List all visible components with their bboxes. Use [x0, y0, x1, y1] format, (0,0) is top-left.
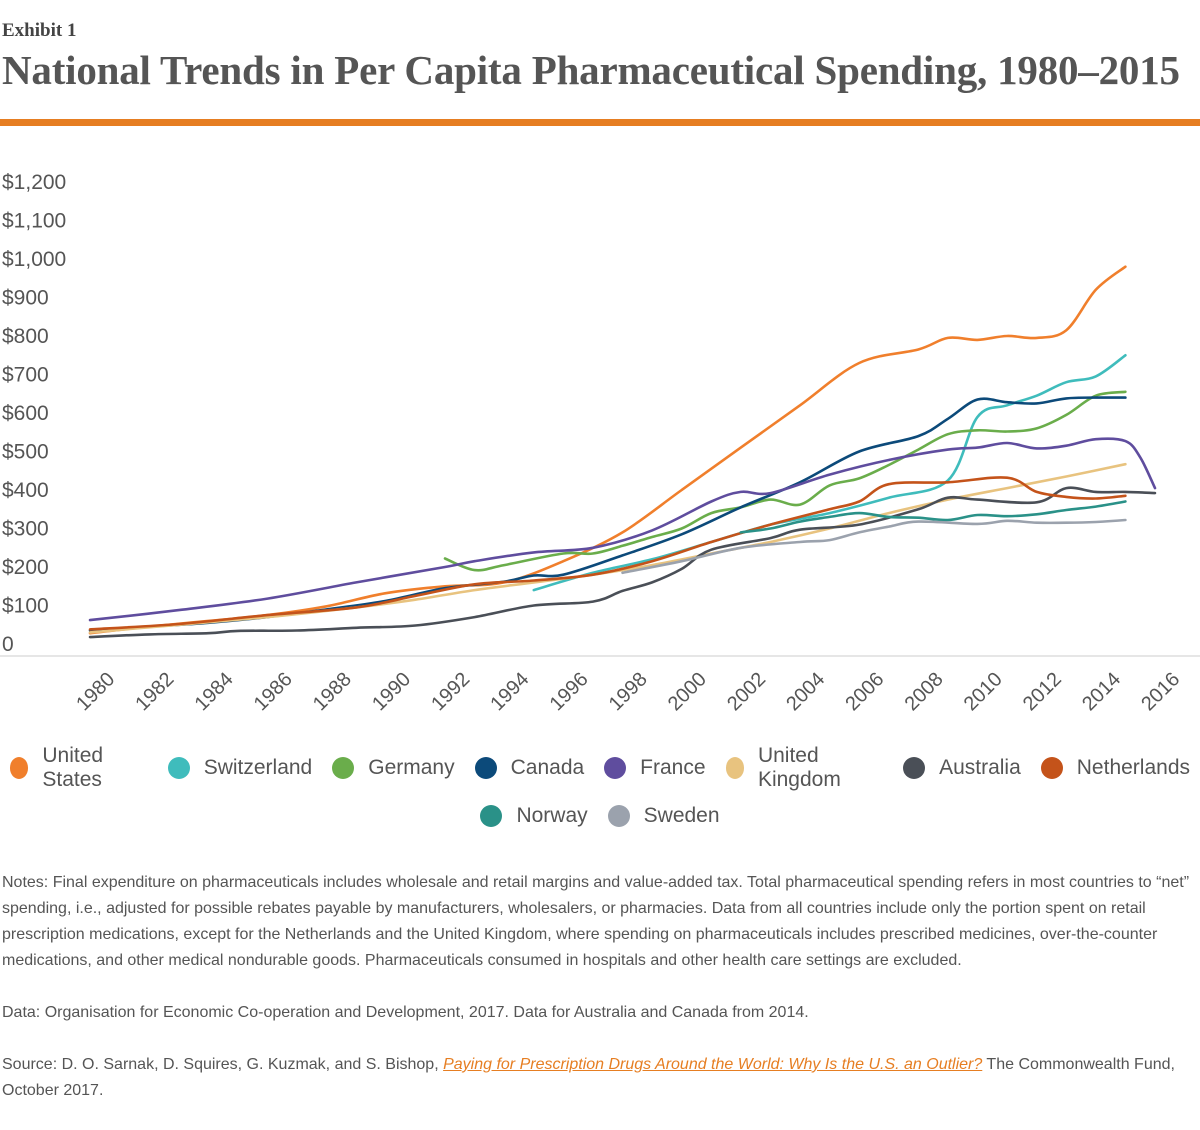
x-tick-label: 1980: [72, 668, 119, 715]
x-tick-label: 1998: [605, 668, 652, 715]
series-line-netherlands: [88, 476, 1127, 631]
y-axis: 0 $100 $200 $300 $400 $500 $600 $700 $800 $900 $1,…: [2, 171, 66, 656]
series-line-norway: [739, 500, 1127, 534]
line-chart: 0 $100 $200 $300 $400 $500 $600 $700 $800 $900 $1,…: [0, 171, 1200, 715]
legend-item-switzerland: Switzerland: [167, 756, 313, 780]
legend-label: Canada: [510, 756, 585, 779]
legend-swatch: [1040, 757, 1063, 779]
legend-swatch: [474, 757, 497, 779]
legend-swatch: [607, 805, 630, 827]
legend-label: United Kingdom: [757, 744, 841, 791]
legend-row-1: United States Switzerland Germany Canada Fra…: [0, 744, 1200, 791]
x-tick-label: 2016: [1137, 668, 1184, 715]
legend-label: Norway: [516, 804, 588, 827]
legend-item-sweden: Sweden: [607, 804, 720, 828]
y-tick-label: $200: [2, 556, 49, 579]
x-tick-label: 1996: [546, 668, 593, 715]
series-group: [88, 265, 1157, 639]
notes-section: Notes: Final expenditure on pharmaceutic…: [2, 870, 1198, 1130]
series-line-germany: [443, 390, 1127, 572]
x-tick-label: 2014: [1078, 668, 1125, 715]
y-tick-label: $900: [2, 287, 49, 310]
source-suffix: The Commonwealth Fund, October 2017.: [2, 1056, 1175, 1099]
exhibit-label: Exhibit 1: [2, 20, 77, 41]
legend-label: United States: [42, 744, 104, 791]
series-line-australia: [88, 486, 1157, 639]
legend-item-germany: Germany: [332, 756, 455, 780]
legend-row-2: Norway Sweden: [0, 796, 1200, 836]
page-title: National Trends in Per Capita Pharmaceut…: [2, 47, 1180, 93]
legend-label: Netherlands: [1076, 756, 1190, 779]
legend-label: Germany: [368, 756, 455, 779]
x-tick-label: 2012: [1019, 668, 1066, 715]
x-tick-label: 2008: [901, 668, 948, 715]
legend-swatch: [167, 757, 190, 779]
legend-swatch: [10, 757, 29, 779]
data-source-text: Data: Organisation for Economic Co-opera…: [2, 1004, 809, 1021]
legend-swatch: [725, 757, 744, 779]
y-tick-label: $400: [2, 479, 49, 502]
legend-swatch: [903, 757, 926, 779]
x-tick-label: 2010: [960, 668, 1007, 715]
y-tick-label: $600: [2, 402, 49, 425]
series-line-france: [88, 437, 1157, 622]
x-tick-label: 1984: [191, 668, 238, 715]
series-line-united-states: [88, 265, 1127, 635]
legend-item-united-kingdom: United Kingdom: [725, 744, 884, 792]
y-tick-label: $1,200: [2, 171, 66, 194]
x-tick-label: 1992: [427, 668, 474, 715]
x-tick-label: 1990: [368, 668, 415, 715]
x-tick-label: 1982: [131, 668, 178, 715]
source-citation: Source: D. O. Sarnak, D. Squires, G. Kuz…: [2, 1052, 1198, 1104]
y-tick-label: $800: [2, 325, 49, 348]
legend-swatch: [480, 805, 503, 827]
x-tick-label: 1986: [250, 668, 297, 715]
legend-label: Switzerland: [203, 756, 313, 779]
y-tick-label: $1,100: [2, 210, 66, 233]
legend-label: Sweden: [643, 804, 720, 827]
legend-item-france: France: [604, 756, 706, 780]
series-line-united-kingdom: [88, 462, 1127, 634]
legend-label: Australia: [939, 756, 1021, 779]
legend-item-australia: Australia: [903, 756, 1021, 780]
x-tick-label: 1994: [486, 668, 533, 715]
series-line-switzerland: [532, 354, 1127, 592]
y-tick-label: 0: [2, 633, 14, 656]
x-axis: 1980 1982 1984 1986 1988 1990 1992 1994 1996 1998…: [72, 668, 1184, 715]
legend-item-canada: Canada: [474, 756, 585, 780]
series-line-sweden: [621, 518, 1127, 575]
legend-item-united-states: United States: [10, 744, 148, 792]
x-tick-label: 2006: [841, 668, 888, 715]
source-prefix: Source: D. O. Sarnak, D. Squires, G. Kuz…: [2, 1056, 444, 1073]
legend-item-netherlands: Netherlands: [1040, 756, 1190, 780]
legend-swatch: [332, 757, 355, 779]
title-rule: [0, 119, 1200, 126]
x-tick-label: 2002: [723, 668, 770, 715]
y-tick-label: $500: [2, 441, 49, 464]
x-tick-label: 1988: [309, 668, 356, 715]
y-tick-label: $100: [2, 595, 49, 618]
x-tick-label: 2000: [664, 668, 711, 715]
source-link[interactable]: Paying for Prescription Drugs Around the…: [443, 1056, 983, 1073]
legend-swatch: [604, 757, 627, 779]
y-tick-label: $300: [2, 518, 49, 541]
legend-item-norway: Norway: [480, 804, 588, 828]
x-tick-label: 2004: [782, 668, 829, 715]
legend-label: France: [640, 756, 706, 779]
y-tick-label: $700: [2, 364, 49, 387]
legend: United States Switzerland Germany Canada Fra…: [0, 744, 1200, 844]
notes-text: Notes: Final expenditure on pharmaceutic…: [2, 874, 1190, 969]
y-tick-label: $1,000: [2, 248, 66, 271]
